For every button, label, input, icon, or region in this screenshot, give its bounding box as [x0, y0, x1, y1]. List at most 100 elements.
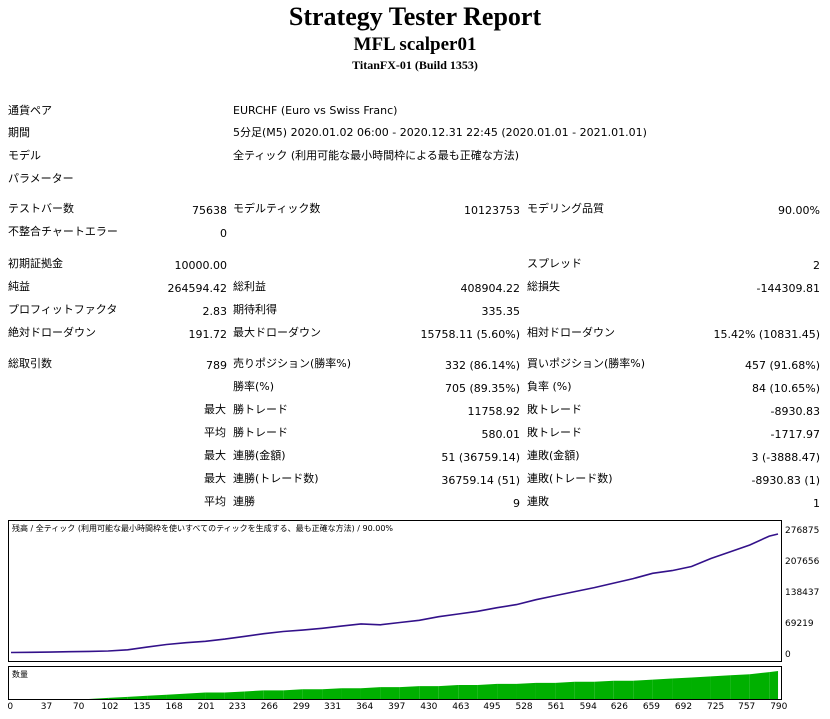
deposit-value: 10000.00	[174, 259, 228, 272]
long-positions-label: 買いポジション(勝率%)	[527, 357, 646, 370]
max-label: 最大	[204, 403, 226, 416]
x-tick-label: 757	[738, 702, 756, 712]
total-trades-label: 総取引数	[8, 357, 52, 370]
consec-loss-value: -8930.83 (1)	[751, 474, 820, 487]
ticks-value: 10123753	[464, 204, 520, 217]
consec-losses-money-label: 連敗(金額)	[527, 449, 580, 462]
volume-bar	[594, 680, 614, 699]
balance-chart-title: 残高 / 全ティック (利用可能な最小時間枠を使いすべてのティックを生成する、最…	[12, 524, 394, 533]
volume-bar	[438, 685, 459, 699]
volume-bar	[360, 687, 381, 699]
abs-drawdown-value: 191.72	[188, 328, 228, 341]
x-tick-label: 790	[770, 702, 788, 712]
loss-rate-label: 負率 (%)	[527, 380, 572, 393]
volume-bar	[555, 681, 575, 699]
volume-bar	[283, 689, 303, 699]
volume-bar	[88, 697, 109, 699]
profit-factor-value: 2.83	[202, 305, 228, 318]
avg-loss-label: 敗トレード	[527, 426, 582, 439]
consec-wins-money-label: 連勝(金額)	[233, 449, 286, 462]
avg-profit-label: 勝トレード	[233, 426, 288, 439]
server-build: TitanFX-01 (Build 1353)	[352, 58, 478, 72]
short-positions-label: 売りポジション(勝率%)	[233, 357, 352, 370]
volume-bar	[497, 683, 517, 699]
report-title: Strategy Tester Report	[288, 2, 542, 31]
consec-profit-label: 連勝(トレード数)	[233, 472, 319, 485]
period-value: 5分足(M5) 2020.01.02 06:00 - 2020.12.31 22…	[233, 126, 647, 139]
abs-drawdown-label: 絶対ドローダウン	[8, 326, 96, 339]
avg-label: 平均	[204, 426, 226, 439]
bars-label: テストバー数	[8, 202, 74, 215]
largest-loss-label: 敗トレード	[527, 403, 582, 416]
x-tick-label: 299	[292, 702, 311, 712]
max-drawdown-value: 15758.11 (5.60%)	[420, 328, 520, 341]
x-tick-label: 495	[483, 702, 501, 712]
avg-consec-wins-label: 連勝	[233, 495, 255, 508]
x-tick-label: 594	[579, 702, 597, 712]
volume-bar	[127, 695, 148, 699]
x-tick-label: 201	[197, 702, 215, 712]
volume-bar	[419, 686, 439, 699]
x-tick-label: 430	[420, 702, 438, 712]
symbol-value: EURCHF (Euro vs Swiss Franc)	[233, 104, 398, 117]
x-tick-label: 168	[165, 702, 183, 712]
net-profit-label: 純益	[8, 280, 30, 293]
x-tick-label: 0	[7, 702, 14, 712]
avg-consec-losses-value: 1	[813, 497, 820, 510]
avg-label: 平均	[204, 495, 226, 508]
balance-chart: 残高 / 全ティック (利用可能な最小時間枠を使いすべてのティックを生成する、最…	[8, 520, 782, 662]
x-tick-label: 37	[40, 702, 53, 712]
gross-profit-value: 408904.22	[460, 282, 521, 295]
volume-chart-title: 数量	[12, 670, 28, 679]
win-rate-label: 勝率(%)	[233, 380, 275, 393]
gross-profit-label: 総利益	[233, 280, 266, 293]
ticks-label: モデルティック数	[233, 202, 321, 215]
volume-bar	[691, 676, 711, 699]
deposit-label: 初期証拠金	[8, 257, 63, 270]
x-tick-label: 528	[515, 702, 533, 712]
volume-bar	[652, 678, 673, 699]
largest-profit-value: 11758.92	[467, 405, 521, 418]
x-tick-label: 135	[133, 702, 151, 712]
max-drawdown-label: 最大ドローダウン	[233, 326, 321, 339]
volume-bar	[613, 680, 634, 699]
loss-rate-value: 84 (10.65%)	[751, 382, 820, 395]
volume-bar	[769, 671, 779, 699]
long-positions-value: 457 (91.68%)	[744, 359, 820, 372]
x-tick-label: 397	[388, 702, 406, 712]
avg-consec-wins-value: 9	[513, 497, 520, 510]
volume-bar	[108, 696, 128, 699]
balance-chart-plot	[10, 533, 779, 654]
x-tick-label: 659	[642, 702, 661, 712]
x-tick-label: 725	[707, 702, 725, 712]
volume-bar	[380, 687, 400, 699]
net-profit-value: 264594.42	[167, 282, 228, 295]
volume-bar	[477, 683, 498, 699]
quality-value: 90.00%	[778, 204, 820, 217]
volume-bar	[730, 674, 750, 699]
volume-bar	[224, 691, 245, 699]
errors-label: 不整合チャートエラー	[8, 225, 118, 238]
gross-loss-label: 総損失	[527, 280, 560, 293]
volume-bar	[244, 690, 264, 699]
expert-name: MFL scalper01	[353, 34, 477, 55]
volume-bar	[574, 681, 595, 699]
params-label: パラメーター	[8, 172, 74, 185]
volume-bar	[535, 682, 556, 699]
volume-bar	[263, 690, 284, 699]
expected-payoff-label: 期待利得	[233, 303, 277, 316]
y-tick-label: 207656	[785, 557, 820, 567]
y-tick-label: 69219	[785, 619, 814, 629]
spread-label: スプレッド	[527, 257, 582, 270]
volume-bar	[710, 675, 731, 699]
gross-loss-value: -144309.81	[756, 282, 820, 295]
win-rate-value: 705 (89.35%)	[444, 382, 520, 395]
volume-bar	[302, 689, 323, 699]
max-label: 最大	[204, 472, 226, 485]
largest-profit-label: 勝トレード	[233, 403, 288, 416]
model-value: 全ティック (利用可能な最小時間枠による最も正確な方法)	[233, 149, 520, 162]
expected-payoff-value: 335.35	[481, 305, 521, 318]
volume-bar	[516, 682, 536, 699]
volume-chart-plot	[88, 671, 779, 699]
quality-label: モデリング品質	[527, 202, 604, 215]
